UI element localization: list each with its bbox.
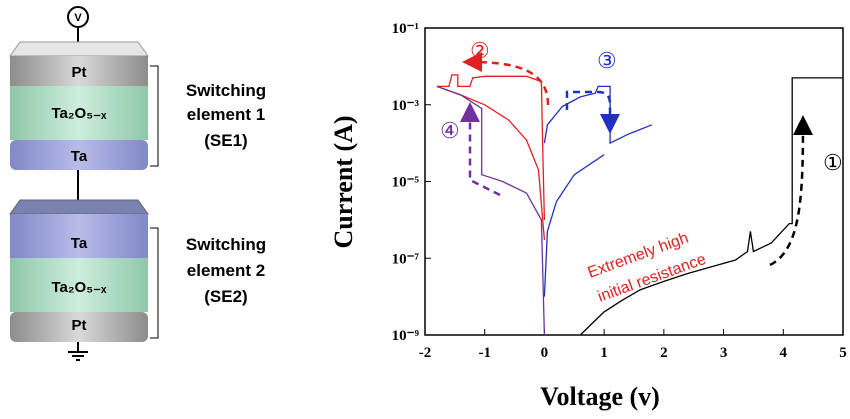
annotation: ① <box>823 150 843 175</box>
element-label: Switching <box>186 81 266 100</box>
layer-label: Pt <box>72 317 87 334</box>
arrow <box>470 112 500 195</box>
arrow <box>472 62 548 105</box>
x-tick-label: -2 <box>419 345 432 361</box>
x-tick-label: 0 <box>541 345 549 361</box>
source-label: V <box>74 12 82 24</box>
top-face <box>10 200 148 214</box>
y-tick-label: 10⁻⁷ <box>392 251 420 267</box>
arrow <box>567 92 610 124</box>
bracket <box>150 66 158 166</box>
chart: Voltage (v) Current (A) ① ② ③ ④ Extremel… <box>329 21 847 411</box>
y-tick-label: 10⁻⁹ <box>392 328 420 344</box>
x-tick-label: -1 <box>478 345 491 361</box>
bracket <box>150 228 158 338</box>
annotation: ④ <box>440 118 460 143</box>
y-tick-label: 10⁻¹ <box>392 21 419 37</box>
x-tick-label: 2 <box>660 345 668 361</box>
layer-label: Ta <box>71 235 88 252</box>
y-tick-label: 10⁻⁵ <box>392 175 420 191</box>
x-tick-label: 3 <box>720 345 728 361</box>
annotation: ② <box>470 38 490 63</box>
ground <box>68 352 88 360</box>
layer-label: Ta <box>71 148 88 165</box>
y-tick-label: 10⁻³ <box>392 98 420 114</box>
x-tick-label: 5 <box>839 345 847 361</box>
arrow <box>770 125 803 265</box>
line <box>544 86 652 143</box>
layer-label: Ta₂O₅₋ₓ <box>51 105 107 122</box>
annotation: ③ <box>597 48 617 73</box>
element-label: (SE1) <box>204 131 247 150</box>
figure: V Pt Ta₂O₅₋ₓ Ta Ta Ta₂O₅₋ₓ Pt Switching … <box>0 0 850 419</box>
line <box>437 75 545 220</box>
device-diagram: V Pt Ta₂O₅₋ₓ Ta Ta Ta₂O₅₋ₓ Pt Switching … <box>10 7 266 360</box>
x-axis-label: Voltage (v) <box>540 382 660 411</box>
x-tick-label: 4 <box>780 345 788 361</box>
layer-label: Pt <box>72 64 87 81</box>
layer-label: Ta₂O₅₋ₓ <box>51 279 107 296</box>
element-label: element 2 <box>187 261 265 280</box>
element-label: element 1 <box>187 105 265 124</box>
x-tick-label: 1 <box>600 345 608 361</box>
line <box>437 86 545 240</box>
element-label: Switching <box>186 235 266 254</box>
element-label: (SE2) <box>204 287 247 306</box>
top-face <box>10 42 148 56</box>
y-axis-label: Current (A) <box>329 115 358 248</box>
